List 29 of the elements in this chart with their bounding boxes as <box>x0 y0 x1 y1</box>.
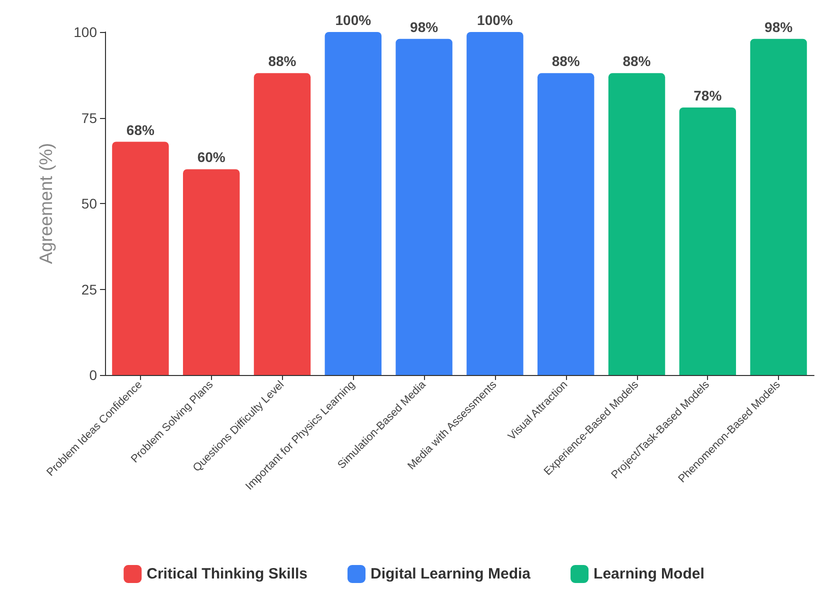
data-label: 100% <box>335 12 372 28</box>
data-label: 88% <box>552 53 580 70</box>
y-tick-label: 75 <box>81 110 98 126</box>
legend-label: Learning Model <box>594 566 704 582</box>
bar <box>112 142 169 375</box>
bar <box>750 38 807 375</box>
y-tick-label: 100 <box>74 24 98 40</box>
legend-label: Digital Learning Media <box>370 566 532 582</box>
y-axis-title: Agreement (%) <box>36 142 56 264</box>
bar <box>254 73 311 375</box>
data-label: 68% <box>126 122 156 138</box>
y-tick-label: 25 <box>81 281 98 298</box>
bar <box>182 169 240 375</box>
data-label: 78% <box>694 87 722 104</box>
bar <box>466 32 524 375</box>
bar <box>608 73 666 375</box>
data-label: 88% <box>268 53 297 70</box>
data-label: 100% <box>477 12 514 28</box>
data-label: 98% <box>410 18 439 35</box>
data-label: 98% <box>764 18 794 35</box>
bar <box>396 38 452 375</box>
bar <box>537 73 594 375</box>
bar <box>679 107 736 375</box>
bar <box>324 32 382 375</box>
data-label: 60% <box>197 149 226 166</box>
y-tick-label: 50 <box>81 196 98 212</box>
data-label: 88% <box>622 53 652 70</box>
y-tick-label: 0 <box>89 367 98 383</box>
legend-label: Critical Thinking Skills <box>146 566 308 582</box>
